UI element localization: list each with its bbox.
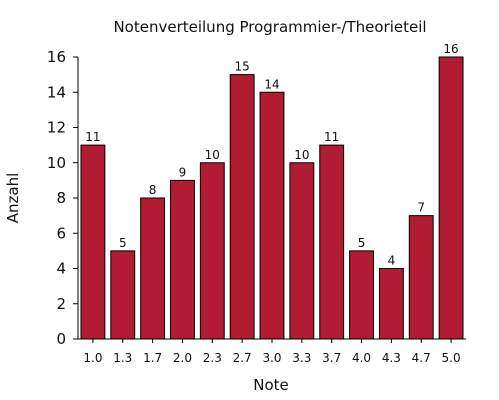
bar [259, 91, 285, 340]
y-tick-label: 6 [56, 224, 66, 242]
x-tick-label: 2.0 [173, 351, 192, 365]
y-tick-label: 10 [47, 154, 66, 172]
data-label: 4 [388, 254, 396, 268]
x-tick-label: 5.0 [442, 351, 461, 365]
data-label: 5 [358, 236, 366, 250]
bar [319, 144, 345, 340]
data-label: 11 [85, 130, 100, 144]
y-tick-label: 4 [56, 260, 66, 278]
y-tick-label: 8 [56, 189, 66, 207]
x-tick-label: 1.0 [83, 351, 102, 365]
data-label: 8 [149, 183, 157, 197]
y-tick-label: 0 [56, 330, 66, 348]
y-tick-label: 14 [47, 83, 66, 101]
data-label: 7 [417, 201, 425, 215]
x-tick-label: 1.3 [113, 351, 132, 365]
data-label: 5 [119, 236, 127, 250]
x-tick-label: 2.3 [203, 351, 222, 365]
x-tick-label: 4.7 [412, 351, 431, 365]
x-tick-label: 4.3 [382, 351, 401, 365]
x-tick-label: 2.7 [233, 351, 252, 365]
data-label: 10 [205, 148, 220, 162]
bar [378, 268, 404, 340]
bar [349, 250, 374, 340]
data-label: 10 [294, 148, 309, 162]
y-axis-label: Anzahl [4, 173, 22, 224]
x-tick-label: 4.0 [352, 351, 371, 365]
chart-title: Notenverteilung Programmier-/Theorieteil [113, 18, 426, 36]
bar [170, 179, 195, 340]
y-tick-labels: 0 2 4 6 8 10 12 14 16 [47, 48, 78, 348]
y-tick-label: 2 [56, 295, 66, 313]
x-tick-label: 3.0 [262, 351, 281, 365]
data-label: 15 [235, 60, 250, 74]
bar [289, 162, 315, 340]
bar [408, 215, 434, 340]
x-tick-label: 3.7 [322, 351, 341, 365]
data-label: 11 [324, 130, 339, 144]
y-tick-label: 12 [47, 119, 66, 137]
data-label: 16 [443, 42, 458, 56]
bar [438, 56, 464, 340]
data-label: 14 [264, 77, 279, 91]
x-tick-labels: 1.0 1.3 1.7 2.0 2.3 2.7 3.0 3.3 3.7 4.0 4.3 4.7 5.0 [83, 339, 461, 365]
bar [199, 162, 225, 340]
bars [80, 56, 464, 340]
bar [80, 144, 106, 340]
bar [110, 250, 136, 340]
y-tick-label: 16 [47, 48, 66, 66]
x-tick-label: 3.3 [292, 351, 311, 365]
data-label: 9 [179, 165, 187, 179]
bar [140, 197, 166, 340]
x-axis-label: Note [253, 376, 289, 394]
data-labels: 11 5 8 9 10 15 14 10 11 5 4 7 16 [85, 42, 458, 268]
x-tick-label: 1.7 [143, 351, 162, 365]
bar [229, 74, 255, 340]
